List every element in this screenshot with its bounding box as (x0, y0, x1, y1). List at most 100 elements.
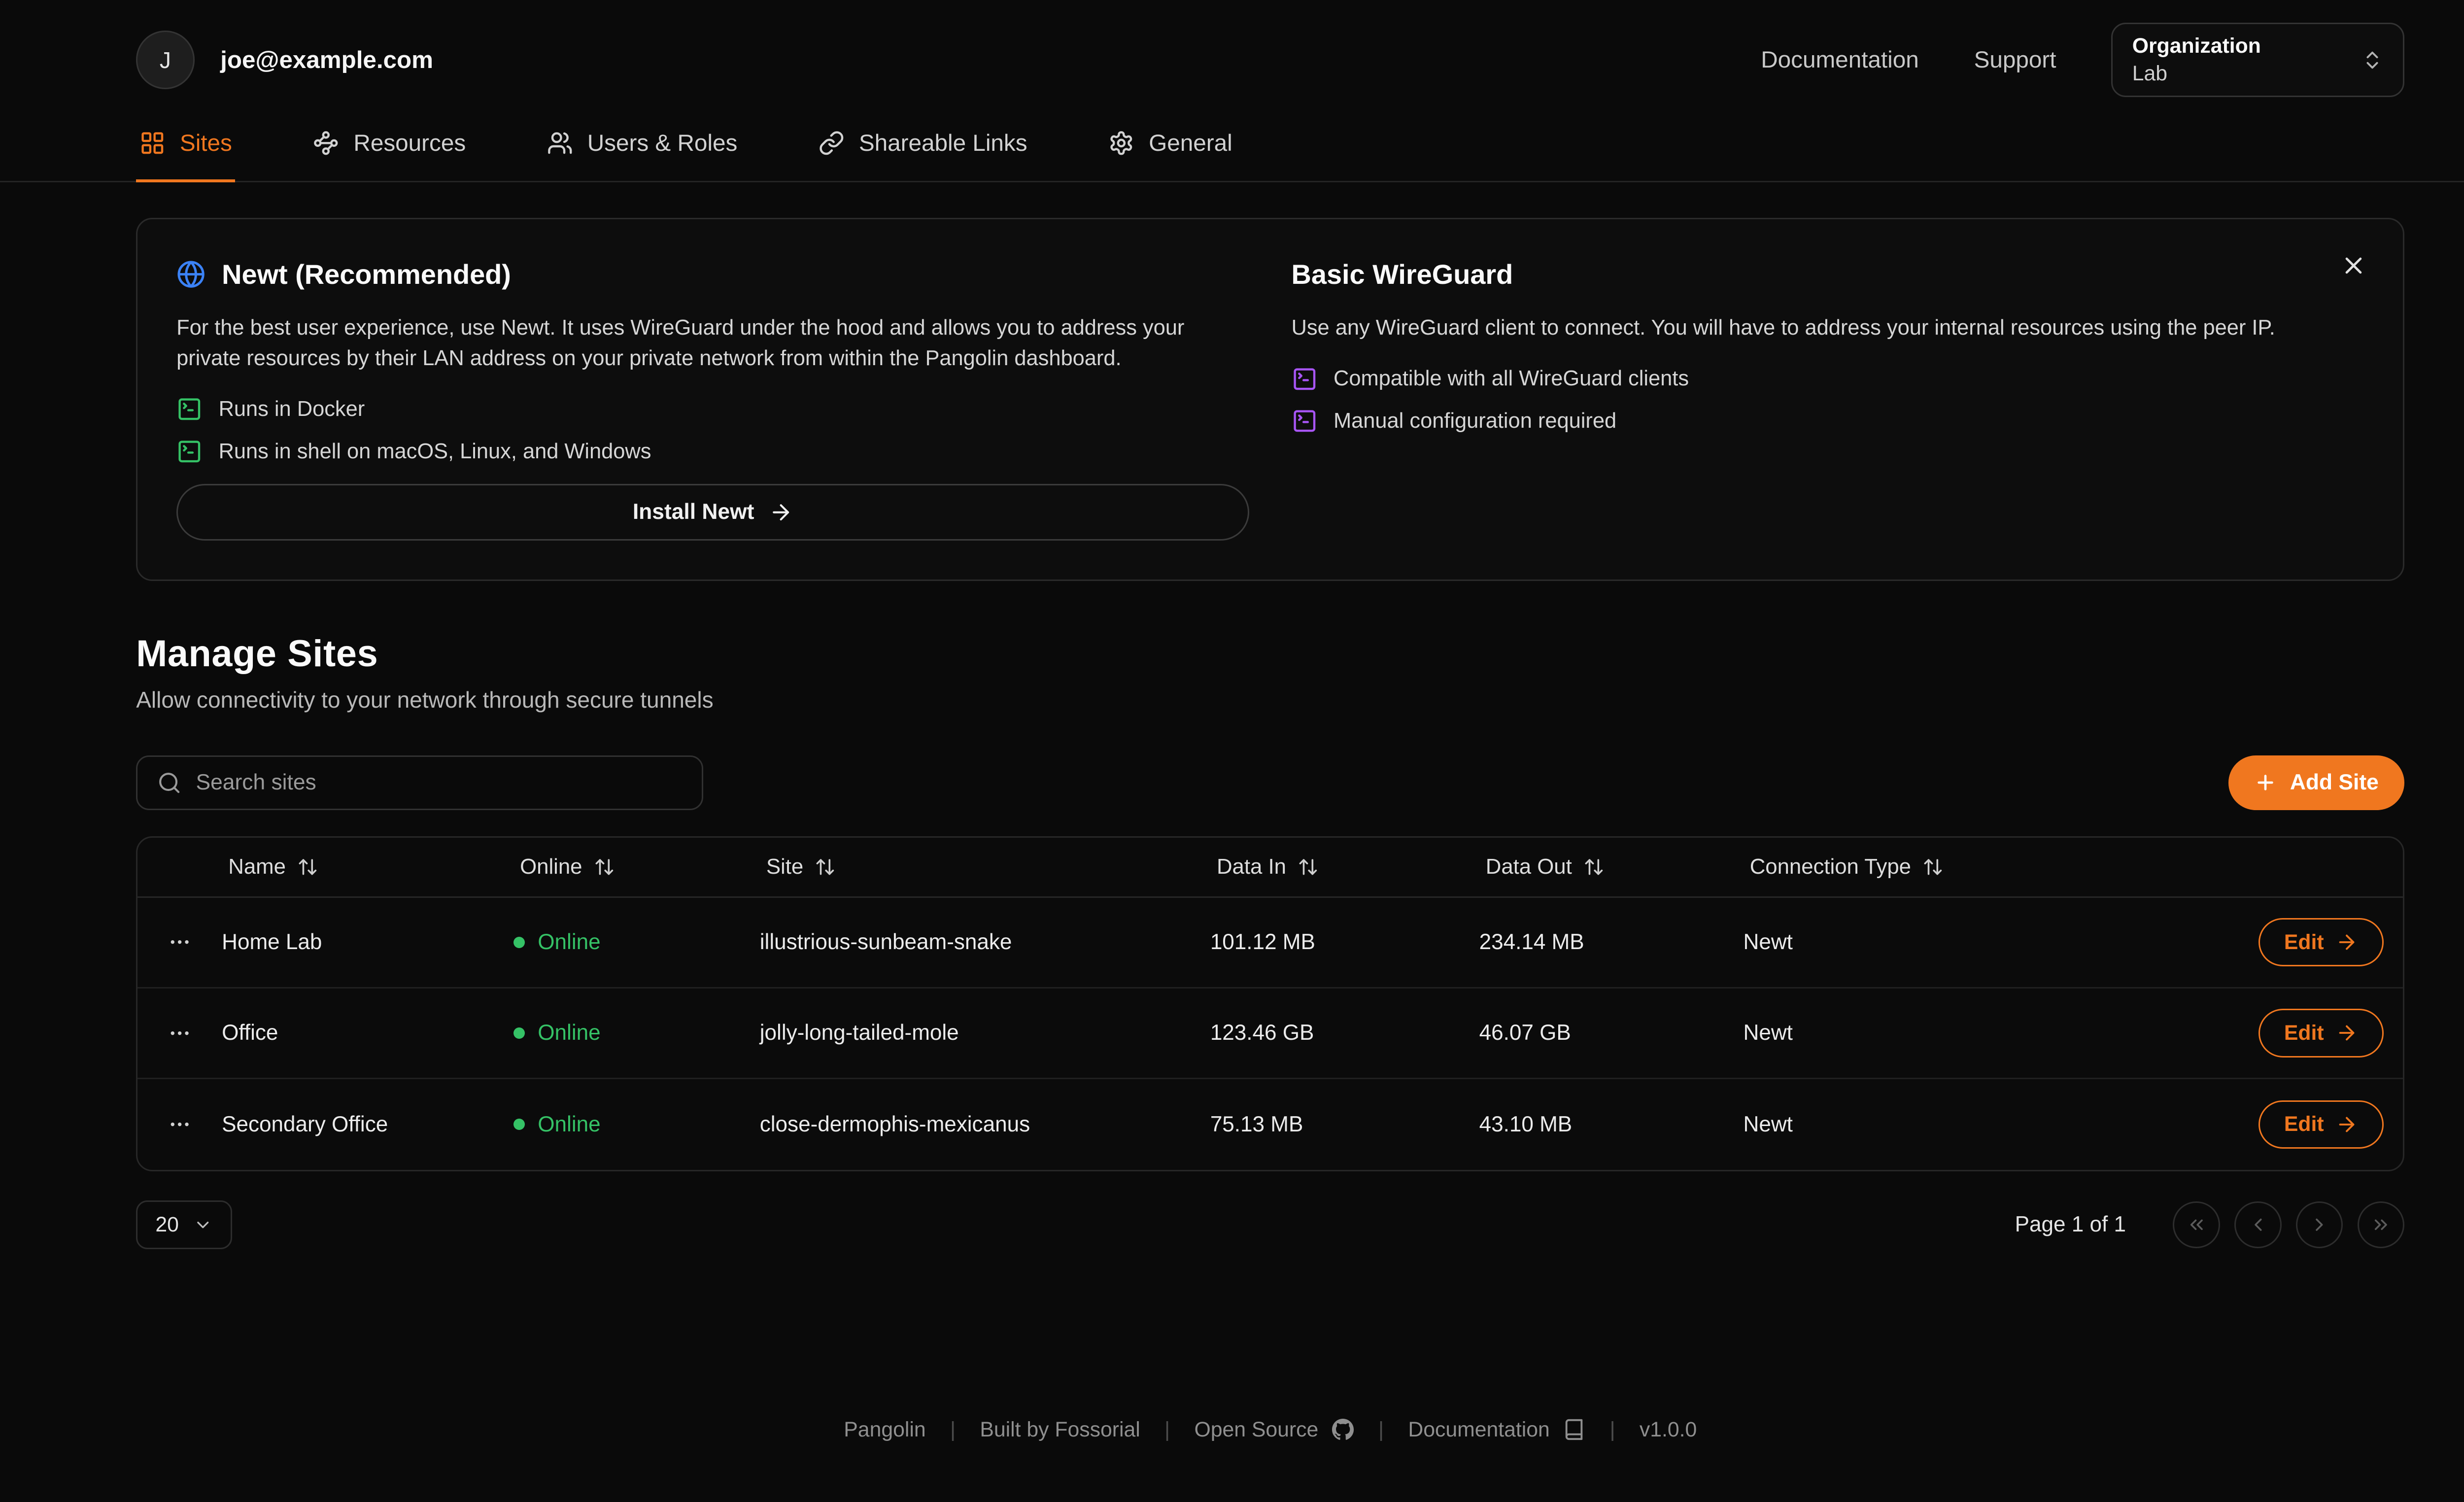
pagination-bar: 20 Page 1 of 1 (136, 1200, 2405, 1249)
footer-open-source-link[interactable]: Open Source (1194, 1418, 1354, 1442)
header-data-out[interactable]: Data Out (1479, 854, 1744, 879)
avatar[interactable]: J (136, 31, 195, 89)
add-site-button[interactable]: Add Site (2228, 755, 2405, 811)
org-selector-label: Organization (2132, 34, 2261, 58)
cell-data-out: 234.14 MB (1479, 930, 1584, 955)
cell-connection-type: Newt (1743, 1112, 1793, 1136)
header-connection-type[interactable]: Connection Type (1744, 854, 2202, 879)
cell-name: Home Lab (222, 930, 322, 955)
waypoints-icon (313, 130, 339, 156)
footer-version: v1.0.0 (1639, 1417, 1697, 1441)
arrow-right-icon (769, 500, 793, 524)
search-box (136, 755, 703, 811)
tab-sites[interactable]: Sites (136, 117, 236, 183)
nav-support-link[interactable]: Support (1974, 47, 2056, 73)
link-icon (819, 130, 845, 156)
user-email[interactable]: joe@example.com (220, 46, 433, 74)
edit-button[interactable]: Edit (2258, 1100, 2384, 1149)
terminal-icon (176, 396, 203, 422)
org-selector[interactable]: Organization Lab (2111, 23, 2405, 98)
cell-site: jolly-long-tailed-mole (759, 1021, 959, 1045)
cell-name: Office (222, 1021, 278, 1045)
book-icon (1563, 1418, 1585, 1441)
pagination-prev-button[interactable] (2234, 1201, 2282, 1249)
close-icon (2340, 252, 2367, 279)
wireguard-description: Use any WireGuard client to connect. You… (1291, 316, 2275, 340)
cell-status: Online (513, 1021, 760, 1045)
header-data-in[interactable]: Data In (1210, 854, 1479, 879)
terminal-icon (1292, 408, 1318, 434)
ellipsis-icon (168, 930, 192, 954)
gear-icon (1108, 130, 1134, 156)
chevrons-left-icon (2186, 1214, 2207, 1235)
row-menu-button[interactable] (160, 1104, 200, 1145)
pagination-first-button[interactable] (2173, 1201, 2220, 1249)
globe-icon (176, 260, 205, 289)
terminal-icon (1292, 366, 1318, 392)
footer: Pangolin | Built by Fossorial | Open Sou… (844, 1417, 1697, 1442)
newt-title: Newt (Recommended) (222, 258, 511, 290)
cell-data-in: 123.46 GB (1210, 1021, 1314, 1045)
edit-button[interactable]: Edit (2258, 918, 2384, 967)
tab-users-roles[interactable]: Users & Roles (544, 117, 741, 182)
arrow-right-icon (2335, 1113, 2358, 1136)
header-name[interactable]: Name (222, 854, 513, 879)
grid-icon (139, 130, 166, 156)
pagination-last-button[interactable] (2358, 1201, 2405, 1249)
sort-icon (1298, 856, 1319, 878)
footer-brand: Pangolin (844, 1417, 926, 1441)
edit-button[interactable]: Edit (2258, 1008, 2384, 1058)
tab-general[interactable]: General (1105, 117, 1235, 182)
wireguard-feature: Manual configuration required (1292, 408, 2364, 434)
status-dot (513, 1027, 525, 1039)
close-button[interactable] (2333, 245, 2374, 291)
wireguard-column: Basic WireGuard Use any WireGuard client… (1292, 258, 2364, 541)
github-icon (1332, 1418, 1354, 1441)
newt-column: Newt (Recommended) For the best user exp… (176, 258, 1250, 541)
chevron-down-icon (193, 1215, 212, 1234)
main-content: Newt (Recommended) For the best user exp… (0, 182, 2464, 1249)
wireguard-feature: Compatible with all WireGuard clients (1292, 366, 2364, 392)
page-size-select[interactable]: 20 (136, 1200, 233, 1249)
page-indicator: Page 1 of 1 (2015, 1212, 2126, 1237)
chevrons-up-down-icon (2361, 49, 2384, 71)
org-selector-value: Lab (2132, 61, 2168, 85)
chevron-left-icon (2248, 1214, 2269, 1235)
cell-data-in: 101.12 MB (1210, 930, 1315, 955)
pagination-next-button[interactable] (2296, 1201, 2343, 1249)
install-newt-button[interactable]: Install Newt (176, 483, 1250, 541)
chevrons-right-icon (2370, 1214, 2392, 1235)
table-body: Home Lab Online illustrious-sunbeam-snak… (137, 898, 2403, 1170)
footer-documentation-link[interactable]: Documentation (1408, 1418, 1585, 1442)
table-row: Home Lab Online illustrious-sunbeam-snak… (137, 898, 2403, 989)
arrow-right-icon (2335, 931, 2358, 954)
sort-icon (297, 856, 318, 878)
ellipsis-icon (168, 1112, 192, 1136)
users-icon (547, 130, 573, 156)
tab-shareable-links[interactable]: Shareable Links (815, 117, 1030, 182)
page-title: Manage Sites (136, 633, 378, 675)
table-row: Secondary Office Online close-dermophis-… (137, 1079, 2403, 1170)
status-dot (513, 1119, 525, 1130)
newt-feature: Runs in Docker (176, 396, 1249, 422)
sort-icon (815, 856, 836, 878)
header-online[interactable]: Online (513, 854, 760, 879)
sort-icon (1583, 856, 1605, 878)
cell-data-out: 43.10 MB (1479, 1112, 1573, 1136)
table-toolbar: Add Site (136, 755, 2405, 811)
row-menu-button[interactable] (160, 1013, 200, 1053)
search-input[interactable] (196, 770, 683, 795)
cell-data-out: 46.07 GB (1479, 1021, 1571, 1045)
nav-documentation-link[interactable]: Documentation (1761, 47, 1919, 73)
sort-icon (594, 856, 615, 878)
avatar-initial: J (159, 47, 171, 73)
footer-built-by[interactable]: Built by Fossorial (980, 1417, 1140, 1441)
header-site[interactable]: Site (760, 854, 1210, 879)
arrow-right-icon (2335, 1022, 2358, 1044)
pangolin-dashboard: J joe@example.com Documentation Support … (0, 23, 2464, 1442)
connection-methods-card: Newt (Recommended) For the best user exp… (136, 218, 2405, 581)
cell-site: close-dermophis-mexicanus (759, 1112, 1030, 1136)
row-menu-button[interactable] (160, 922, 200, 962)
tab-resources[interactable]: Resources (310, 117, 469, 182)
newt-description: For the best user experience, use Newt. … (176, 316, 1185, 370)
